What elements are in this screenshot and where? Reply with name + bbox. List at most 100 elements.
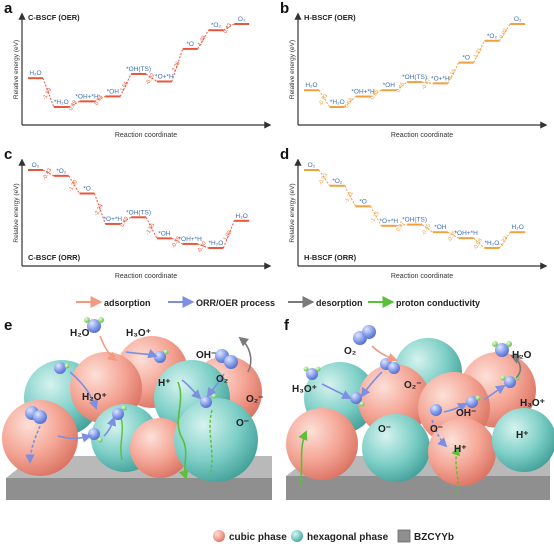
label-o2: O₂ bbox=[344, 346, 356, 357]
process-arrow bbox=[125, 349, 158, 359]
step-energy-label: -1.21 bbox=[344, 191, 355, 205]
adsorption-arrow bbox=[99, 335, 118, 362]
adsorbate-icon bbox=[25, 406, 47, 424]
transition-connector bbox=[498, 231, 511, 249]
step-energy-label: -1.99 bbox=[42, 87, 53, 101]
step-energy-label: 1.21 bbox=[473, 47, 484, 59]
species-label: *O bbox=[359, 198, 367, 205]
transition-connector bbox=[222, 220, 235, 249]
species-label: *H₂O bbox=[330, 99, 345, 106]
species-label: H₂O bbox=[305, 82, 317, 89]
legend-hexagonal: hexagonal phase bbox=[307, 532, 389, 543]
transition-connector bbox=[145, 73, 158, 82]
species-label: H₂O bbox=[512, 224, 524, 231]
step-energy-label: -0.58 bbox=[472, 238, 483, 252]
panel-title: H-BSCF (ORR) bbox=[304, 253, 357, 262]
energy-panel-d: d H-BSCF (ORR) Relative energy (eV) Reactio… bbox=[280, 146, 548, 280]
legend-desorption: desorption bbox=[316, 298, 363, 308]
transition-connector bbox=[344, 185, 356, 207]
transition-connector bbox=[197, 29, 209, 50]
species-label: O₂ bbox=[308, 162, 316, 169]
transition-connector bbox=[473, 40, 485, 63]
step-energy-label: 0.43 bbox=[223, 22, 234, 34]
y-axis-label: Relative energy (eV) bbox=[289, 183, 296, 242]
species-label: O₂ bbox=[238, 16, 246, 23]
label-h-plus: H⁺ bbox=[158, 378, 171, 389]
step-energy-label: 0.34 bbox=[94, 94, 105, 106]
transition-connector bbox=[370, 206, 382, 227]
species-label: *OH+*H bbox=[454, 230, 478, 237]
y-axis-label: Relative energy (eV) bbox=[13, 40, 20, 99]
y-axis-label: Relative energy (eV) bbox=[13, 183, 20, 242]
species-label: *OH(TS) bbox=[402, 74, 427, 81]
scene-f: f bbox=[284, 317, 554, 500]
transition-connector bbox=[447, 62, 460, 84]
step-energy-label: -1.15 bbox=[369, 211, 380, 225]
desorption-arrow bbox=[238, 336, 252, 373]
label-h3o: H₃O⁺ bbox=[126, 328, 151, 339]
transition-connector bbox=[396, 224, 408, 227]
species-label: *O₂ bbox=[211, 22, 222, 29]
species-label: *OH bbox=[158, 230, 171, 237]
panel-title: C-BSCF (OER) bbox=[28, 13, 80, 22]
proton-path bbox=[177, 381, 189, 480]
scene-e: e bbox=[2, 317, 272, 500]
desorption-arrow bbox=[510, 355, 522, 379]
species-label: *O+*H bbox=[104, 216, 123, 223]
panel-letter-e: e bbox=[4, 317, 12, 334]
species-label: *H₂O bbox=[485, 240, 500, 247]
label-h-plus-right: H⁺ bbox=[516, 430, 529, 441]
label-o-minus-mid: O⁻ bbox=[378, 424, 391, 435]
transition-connector bbox=[119, 73, 132, 97]
panel-letter-f: f bbox=[284, 317, 290, 334]
transition-connector bbox=[422, 81, 433, 84]
species-label: *OH bbox=[107, 88, 120, 95]
panel-letter: d bbox=[280, 146, 289, 163]
label-o2: O₂ bbox=[216, 374, 228, 385]
species-label: H₂O bbox=[236, 213, 248, 220]
species-label: *O₂ bbox=[487, 33, 498, 40]
transition-connector bbox=[473, 237, 485, 249]
water-molecule-icon bbox=[492, 341, 512, 357]
hexagonal-particle bbox=[492, 408, 554, 472]
substrate-front bbox=[6, 478, 272, 500]
species-label: *H₂O bbox=[54, 99, 69, 106]
energy-panel-c: c C-BSCF (ORR) Relative energy (eV) Reactio… bbox=[4, 146, 272, 280]
step-energy-label: -0.35 bbox=[447, 230, 458, 244]
hexagonal-phase-swatch-icon bbox=[291, 530, 303, 542]
species-label: *OH+*H bbox=[351, 89, 375, 96]
step-energy-label: 0.45 bbox=[396, 82, 407, 94]
process-arrow bbox=[206, 373, 225, 398]
species-label: *OH bbox=[434, 224, 447, 231]
panel-letter: c bbox=[4, 146, 12, 163]
panel-letter: a bbox=[4, 0, 13, 17]
transition-connector bbox=[171, 48, 184, 82]
transition-connector bbox=[421, 224, 434, 233]
species-label: *OH bbox=[383, 82, 396, 89]
substrate-front bbox=[286, 476, 550, 500]
panel-title: H-BSCF (OER) bbox=[304, 13, 356, 22]
process-arrow bbox=[69, 371, 99, 410]
species-label: *H₂O bbox=[209, 240, 224, 247]
step-energy-label: -0.93 bbox=[318, 93, 329, 107]
step-energy-label: -0.52 bbox=[145, 72, 156, 86]
label-h2o-plus: H₂O⁺ bbox=[82, 392, 107, 403]
transition-connector bbox=[145, 217, 158, 239]
step-energy-label: 1.29 bbox=[197, 35, 208, 47]
cubic-particle bbox=[286, 408, 358, 480]
cubic-particle bbox=[428, 418, 496, 486]
step-energy-label: 0.35 bbox=[370, 89, 381, 101]
process-arrow bbox=[103, 416, 117, 437]
proton-path bbox=[451, 446, 460, 495]
step-energy-label: 1.55 bbox=[120, 81, 131, 93]
step-energy-label: 1.15 bbox=[447, 68, 458, 80]
species-label: *OH(TS) bbox=[402, 217, 427, 224]
energy-panel-a: a C-BSCF (OER) Relative energy (eV) Reactio… bbox=[4, 0, 272, 139]
x-axis-label: Reaction coordinate bbox=[115, 273, 177, 280]
species-label: *O₂ bbox=[56, 168, 67, 175]
transition-connector bbox=[197, 243, 209, 249]
process-legend: adsorption ORR/OER process desorption pr… bbox=[76, 296, 480, 308]
process-arrow bbox=[483, 384, 506, 401]
legend-proton: proton conductivity bbox=[396, 298, 480, 308]
